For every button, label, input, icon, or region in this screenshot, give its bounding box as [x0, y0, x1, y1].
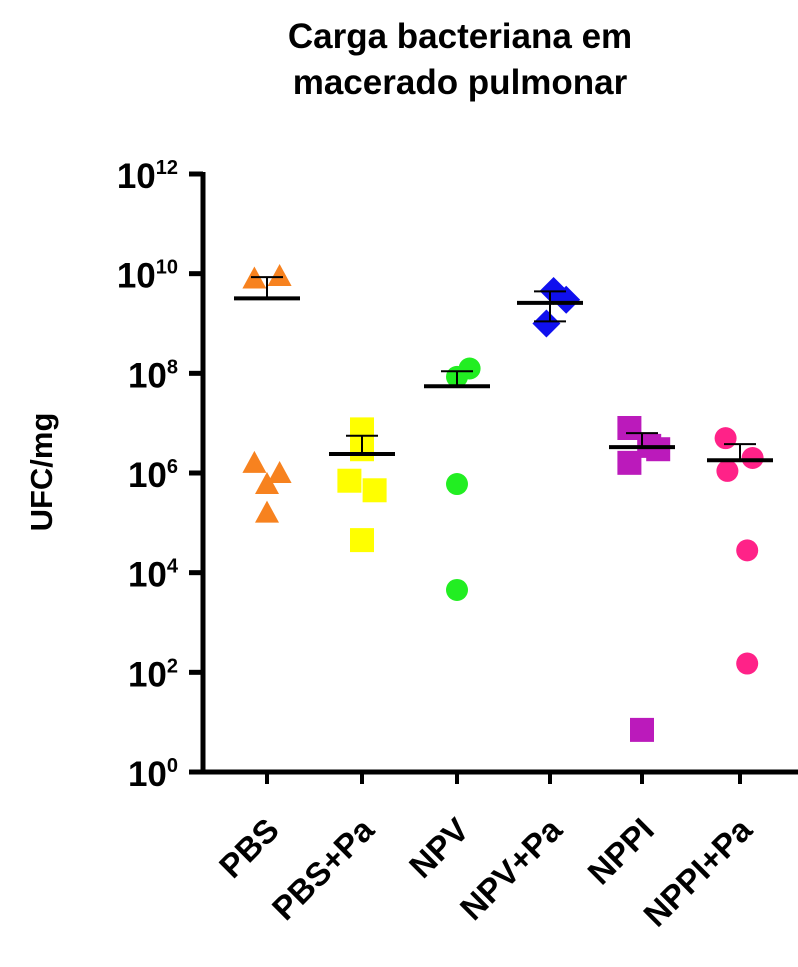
x-tick-label: NPV — [402, 811, 476, 885]
data-point — [714, 427, 737, 450]
data-point — [267, 461, 292, 483]
data-point — [446, 578, 468, 601]
x-tick-label: PBS — [212, 811, 286, 885]
y-tick-label: 100 — [128, 755, 178, 794]
data-point — [350, 528, 374, 553]
data-point — [362, 478, 387, 503]
data-point — [741, 446, 764, 469]
data-point — [532, 309, 561, 338]
data-point — [337, 468, 362, 493]
data-point — [736, 539, 759, 562]
chart-title: Carga bacteriana em macerado pulmonar — [210, 14, 710, 106]
y-tick-label: 102 — [128, 655, 178, 694]
data-point — [242, 450, 267, 473]
x-tick-label: NPPI+Pa — [636, 810, 759, 933]
data-point — [552, 285, 581, 314]
data-point — [267, 263, 292, 286]
x-tick-label: NPV+Pa — [453, 810, 570, 927]
chart-title-line-1: Carga bacteriana em — [287, 17, 633, 56]
mean-sem-marks — [234, 276, 773, 463]
y-axis-label: UFC/mg — [24, 413, 59, 532]
chart-title-line-2: macerado pulmonar — [292, 63, 628, 102]
data-point — [646, 437, 671, 462]
y-tick-label: 1010 — [117, 257, 178, 296]
y-tick-label: 108 — [128, 356, 178, 395]
y-tick-label: 106 — [128, 456, 178, 495]
x-tick-label: PBS+Pa — [265, 810, 382, 927]
data-point — [255, 500, 279, 523]
data-marks — [242, 263, 764, 742]
data-point — [736, 652, 759, 675]
data-point — [617, 450, 642, 475]
data-point — [630, 717, 654, 742]
data-point — [716, 459, 739, 482]
y-tick-label: 1012 — [117, 157, 178, 196]
data-point — [446, 473, 468, 496]
x-tick-label: NPPI — [580, 811, 661, 892]
data-point — [255, 472, 279, 495]
y-tick-label: 104 — [128, 556, 179, 595]
